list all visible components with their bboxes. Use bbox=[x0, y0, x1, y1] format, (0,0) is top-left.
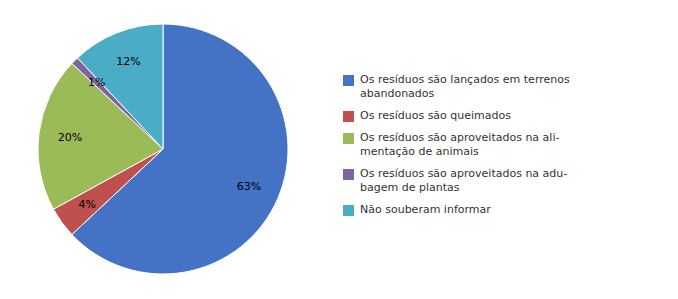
html-text:Os resíduos são aproveitados n: Os resíduos são aproveitados na ali- bbox=[360, 131, 560, 144]
html-text:Os resíduos são lançados em te: Os resíduos são lançados em terrenos bbox=[360, 73, 570, 86]
html-text:Não souberam informar: Não souberam informar bbox=[360, 203, 491, 216]
html-text:abandonados: abandonados bbox=[360, 87, 435, 100]
html-text:bagem de plantas: bagem de plantas bbox=[360, 181, 460, 194]
html-text:Os resíduos são aproveitados n: Os resíduos são aproveitados na adu- bbox=[360, 167, 568, 180]
svg-text:1%: 1% bbox=[88, 76, 105, 89]
svg-text:12%: 12% bbox=[116, 55, 140, 68]
html-text:Os resíduos são queimados: Os resíduos são queimados bbox=[360, 109, 511, 122]
svg-text:20%: 20% bbox=[58, 131, 82, 144]
svg-text:4%: 4% bbox=[78, 198, 95, 211]
svg-text:63%: 63% bbox=[237, 180, 261, 193]
html-text:mentação de animais: mentação de animais bbox=[360, 145, 479, 158]
